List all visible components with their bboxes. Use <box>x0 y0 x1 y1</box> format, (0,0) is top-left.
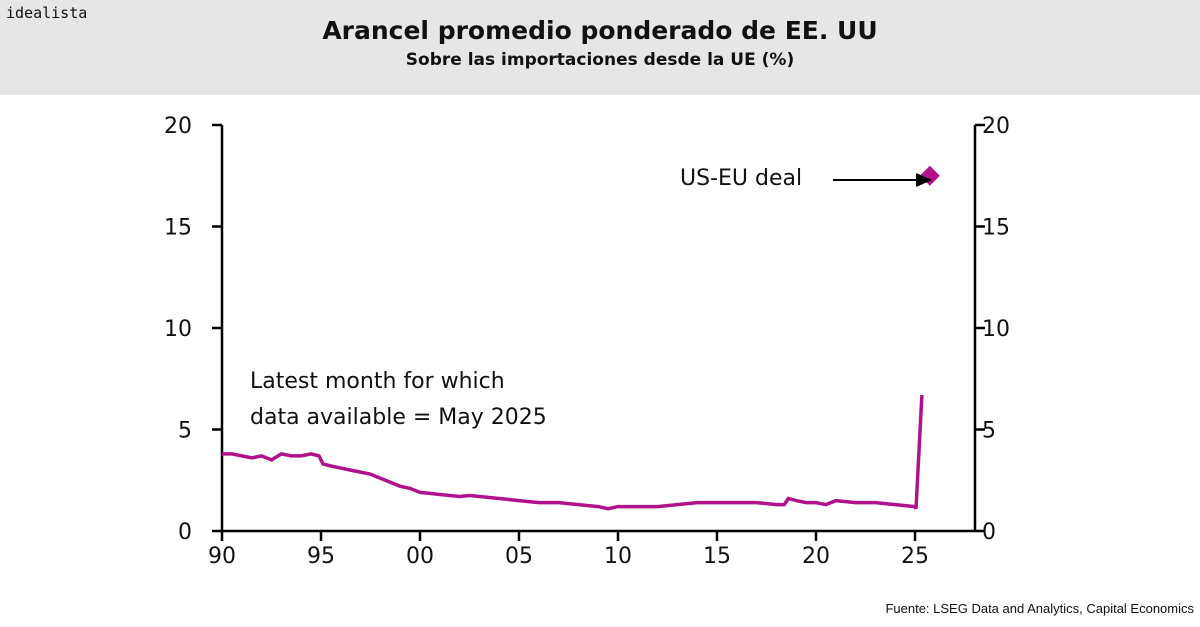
y-tick-label-right: 5 <box>982 419 996 444</box>
x-tick-label: 05 <box>505 544 533 569</box>
brand-logo: idealista <box>6 4 88 22</box>
note-line-2: data available = May 2025 <box>250 405 547 430</box>
x-tick-label: 20 <box>802 544 830 569</box>
y-tick-label-left: 10 <box>164 317 192 342</box>
note-line-1: Latest month for which <box>250 369 505 394</box>
deal-annotation: US-EU deal <box>680 166 802 191</box>
header-band <box>0 0 1200 95</box>
chart-title: Arancel promedio ponderado de EE. UU <box>322 16 878 45</box>
y-tick-label-left: 15 <box>164 216 192 241</box>
y-tick-label-left: 5 <box>178 419 192 444</box>
y-tick-label-right: 10 <box>982 317 1010 342</box>
x-tick-label: 00 <box>406 544 434 569</box>
x-tick-label: 10 <box>604 544 632 569</box>
y-tick-label-right: 15 <box>982 216 1010 241</box>
y-tick-label-right: 20 <box>982 114 1010 139</box>
x-tick-label: 15 <box>703 544 731 569</box>
x-tick-label: 25 <box>901 544 929 569</box>
y-tick-label-left: 20 <box>164 114 192 139</box>
arrow-head-icon <box>916 173 932 187</box>
source-note: Fuente: LSEG Data and Analytics, Capital… <box>885 601 1194 616</box>
series-line <box>222 394 924 511</box>
x-tick-label: 95 <box>307 544 335 569</box>
y-tick-label-left: 0 <box>178 520 192 545</box>
y-tick-label-right: 0 <box>982 520 996 545</box>
chart-subtitle: Sobre las importaciones desde la UE (%) <box>405 50 795 70</box>
x-tick-label: 90 <box>208 544 236 569</box>
